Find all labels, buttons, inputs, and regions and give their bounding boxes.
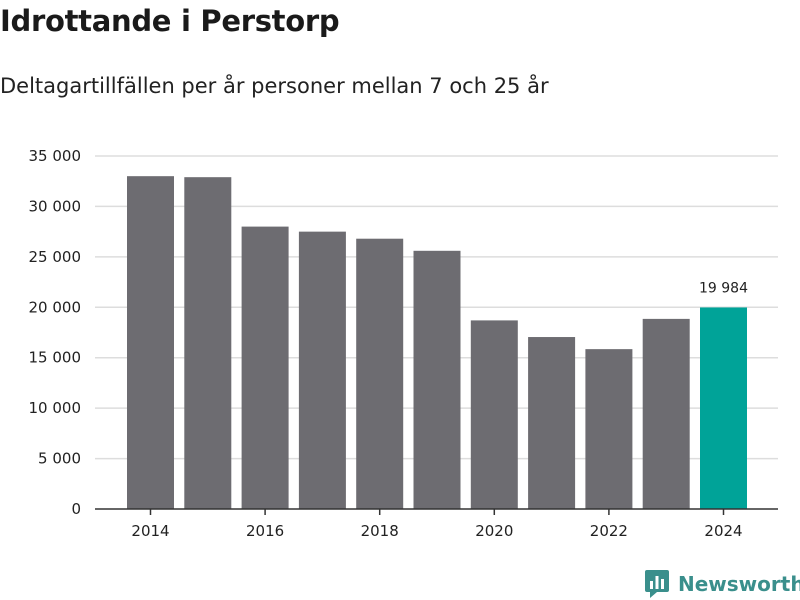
bars	[127, 176, 747, 509]
y-tick-label: 35 000	[29, 147, 82, 165]
y-tick-label: 20 000	[29, 298, 82, 316]
data-label: 19 984	[699, 280, 748, 296]
bar-2023	[642, 318, 690, 509]
x-tick-label: 2016	[246, 522, 284, 540]
y-tick-label: 5 000	[38, 450, 81, 468]
y-tick-label: 0	[71, 500, 81, 518]
bar-2024	[700, 307, 747, 509]
x-tick-label: 2014	[131, 522, 169, 540]
bar-2016	[241, 226, 289, 509]
x-tick-label: 2024	[704, 522, 742, 540]
x-tick-label: 2020	[475, 522, 513, 540]
newsworthy-logo-icon	[645, 570, 669, 598]
bar-2015	[184, 177, 232, 509]
x-tick-label: 2022	[590, 522, 628, 540]
y-tick-label: 10 000	[29, 399, 82, 417]
y-tick-label: 15 000	[29, 349, 82, 367]
labels: 0 5 000 10 000 15 000 20 000 25 000 30 000 35 0…	[29, 147, 749, 540]
chart-title: Idrottande i Perstorp	[0, 4, 340, 38]
chart-subtitle: Deltagartillfällen per år personer mella…	[0, 74, 549, 98]
bar-2017	[298, 231, 346, 509]
y-tick-label: 25 000	[29, 248, 82, 266]
y-tick-label: 30 000	[29, 197, 82, 215]
bar-2014	[127, 176, 174, 509]
bar-2021	[528, 337, 576, 509]
bar-2019	[413, 250, 461, 509]
bar-2018	[356, 238, 404, 509]
bar-2020	[470, 320, 518, 509]
brand-name: Newsworthy	[678, 572, 800, 596]
axes	[95, 508, 778, 515]
newsworthy-logo: Newsworthy	[644, 568, 800, 600]
bar-2022	[585, 349, 633, 509]
x-tick-label: 2018	[361, 522, 399, 540]
